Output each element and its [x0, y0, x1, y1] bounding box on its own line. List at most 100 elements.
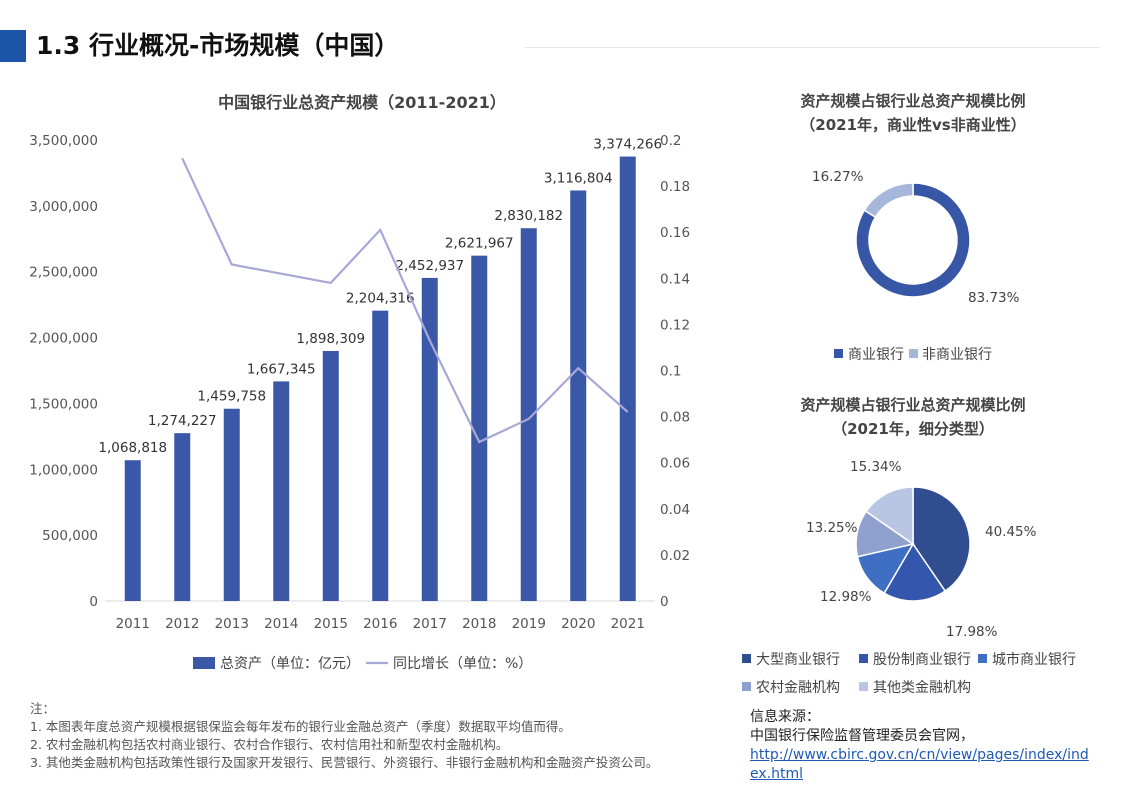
right-y-axis: 0 0.02 0.04 0.06 0.08 0.1 0.12 0.14 0.16 0.18 0.2: [660, 133, 690, 610]
pie-legend-swatch-other: [859, 682, 868, 691]
source-info: 信息来源： 中国银行保险监督管理委员会官网， http://www.cbirc.…: [750, 708, 1090, 784]
donut-title-line2: （2021年，商业性vs非商业性）: [800, 116, 1025, 134]
pie-label-city-banks: 12.98%: [820, 589, 872, 605]
pie-slice-large-banks: [912, 486, 971, 593]
left-y-tick: 3,500,000: [29, 133, 98, 149]
pie-legend-city-banks: 城市商业银行: [992, 651, 1076, 668]
pie-slice-joint-stock: [883, 542, 947, 602]
bar-value-label: 2,452,937: [395, 258, 464, 274]
asset-bar: [273, 381, 290, 601]
bar-value-label: 1,274,227: [148, 413, 217, 429]
asset-bar: [520, 228, 537, 601]
pie-label-joint-stock: 17.98%: [946, 624, 998, 640]
left-y-tick: 500,000: [42, 528, 98, 544]
x-tick: 2014: [264, 616, 298, 632]
source-link[interactable]: http://www.cbirc.gov.cn/cn/view/pages/in…: [750, 747, 1089, 782]
growth-line: [181, 157, 629, 444]
pie-title-line1: 资产规模占银行业总资产规模比例: [800, 396, 1025, 414]
donut-slice-noncommercial: [863, 182, 914, 219]
footnotes: 注： 1. 本图表年度总资产规模根据银保监会每年发布的银行业金融总资产（季度）数…: [30, 700, 742, 772]
right-y-tick: 0.04: [660, 502, 690, 518]
page-title: 1.3 行业概况-市场规模（中国）: [36, 31, 400, 60]
bar-value-label: 1,068,818: [98, 440, 167, 456]
left-y-tick: 2,500,000: [29, 265, 98, 281]
footnote-heading: 注：: [30, 701, 56, 716]
right-y-tick: 0.08: [660, 410, 690, 426]
pie-label-other: 15.34%: [850, 459, 902, 475]
pie-legend-other: 其他类金融机构: [873, 680, 971, 696]
left-y-tick: 1,500,000: [29, 396, 98, 412]
header-divider: [525, 47, 1100, 48]
source-org: 中国银行保险监督管理委员会官网，: [750, 728, 974, 744]
right-y-tick: 0.2: [660, 133, 681, 149]
x-tick: 2011: [116, 616, 150, 632]
bar-value-label: 3,374,266: [593, 137, 662, 153]
left-y-tick: 3,000,000: [29, 199, 98, 215]
right-y-tick: 0.06: [660, 456, 690, 472]
right-y-tick: 0.14: [660, 271, 690, 287]
asset-bar: [372, 310, 389, 601]
right-y-tick: 0.16: [660, 225, 690, 241]
bar-value-label: 2,830,182: [494, 208, 563, 224]
donut-legend-swatch-noncommercial: [909, 349, 918, 358]
x-axis-ticks: 2011 2012 2013 2014 2015 2016 2017 2018 2019 2020…: [116, 616, 645, 632]
donut-label-commercial: 83.73%: [968, 290, 1020, 306]
bar-series: [124, 156, 636, 602]
pie-title-line2: （2021年，细分类型）: [832, 420, 994, 438]
x-tick: 2021: [611, 616, 645, 632]
commercial-vs-noncommercial-donut: 资产规模占银行业总资产规模比例 （2021年，商业性vs非商业性） 16.27%…: [800, 92, 1025, 363]
bar-value-label: 3,116,804: [544, 170, 613, 186]
donut-legend: 商业银行 非商业银行: [834, 347, 992, 363]
bar-value-label: 1,898,309: [296, 331, 365, 347]
asset-bar: [471, 255, 488, 602]
bar-value-label: 2,204,316: [346, 291, 415, 307]
asset-bar: [619, 156, 636, 601]
pie-label-large-banks: 40.45%: [985, 524, 1037, 540]
bar-value-label: 2,621,967: [445, 236, 514, 252]
asset-bar: [570, 190, 587, 601]
source-label: 信息来源：: [750, 709, 820, 725]
pie-label-rural: 13.25%: [806, 520, 858, 536]
asset-bar: [124, 460, 141, 601]
donut-title-line1: 资产规模占银行业总资产规模比例: [800, 92, 1025, 110]
legend-line-label: 同比增长（单位：%）: [393, 656, 532, 672]
right-y-tick: 0: [660, 594, 669, 610]
pie-legend-large-banks: 大型商业银行: [756, 652, 840, 668]
donut-legend-swatch-commercial: [834, 349, 843, 358]
x-tick: 2015: [314, 616, 348, 632]
right-y-tick: 0.12: [660, 317, 690, 333]
pie-slice-other: [865, 486, 914, 546]
pie-legend: 大型商业银行 股份制商业银行 城市商业银行 农村金融机构 其他类金融机构: [742, 651, 1076, 696]
footnote-2: 2. 农村金融机构包括农村商业银行、农村合作银行、农村信用社和新型农村金融机构。: [30, 737, 509, 752]
x-tick: 2020: [561, 616, 595, 632]
asset-bar: [223, 408, 240, 601]
main-legend: 总资产（单位：亿元） 同比增长（单位：%）: [193, 656, 532, 672]
donut-slices: [855, 182, 971, 298]
left-y-tick: 1,000,000: [29, 462, 98, 478]
pie-slices: [855, 486, 971, 602]
donut-legend-noncommercial: 非商业银行: [922, 347, 992, 363]
left-y-tick: 2,000,000: [29, 331, 98, 347]
asset-bar: [174, 433, 191, 601]
donut-label-noncommercial: 16.27%: [812, 169, 864, 185]
right-y-tick: 0.02: [660, 548, 690, 564]
pie-legend-rural: 农村金融机构: [756, 680, 840, 696]
right-y-tick: 0.18: [660, 179, 690, 195]
pie-legend-swatch-city-banks: [978, 654, 987, 663]
header-accent-bar: [0, 30, 26, 62]
right-y-tick: 0.1: [660, 364, 681, 380]
pie-legend-joint-stock: 股份制商业银行: [873, 652, 971, 668]
legend-bar-label: 总资产（单位：亿元）: [220, 656, 360, 672]
x-tick: 2019: [512, 616, 546, 632]
x-tick: 2013: [215, 616, 249, 632]
bar-value-label: 1,459,758: [197, 389, 266, 405]
total-assets-chart: 中国银行业总资产规模（2011-2021） 0500,0001,000,0001…: [29, 93, 690, 672]
x-tick: 2017: [413, 616, 447, 632]
footnote-3: 3. 其他类金融机构包括政策性银行及国家开发银行、民营银行、外资银行、非银行金融…: [30, 755, 659, 770]
bar-data-labels: 1,068,818 1,274,227 1,459,758 1,667,345 1,89…: [98, 137, 662, 457]
x-tick: 2012: [165, 616, 199, 632]
asset-bar: [322, 350, 339, 601]
left-y-axis: 0 500,000 1,000,000 1,500,000 2,000,000 2,500…: [29, 133, 98, 610]
bank-type-pie: 资产规模占银行业总资产规模比例 （2021年，细分类型） 40.45% 17.9…: [742, 396, 1076, 696]
